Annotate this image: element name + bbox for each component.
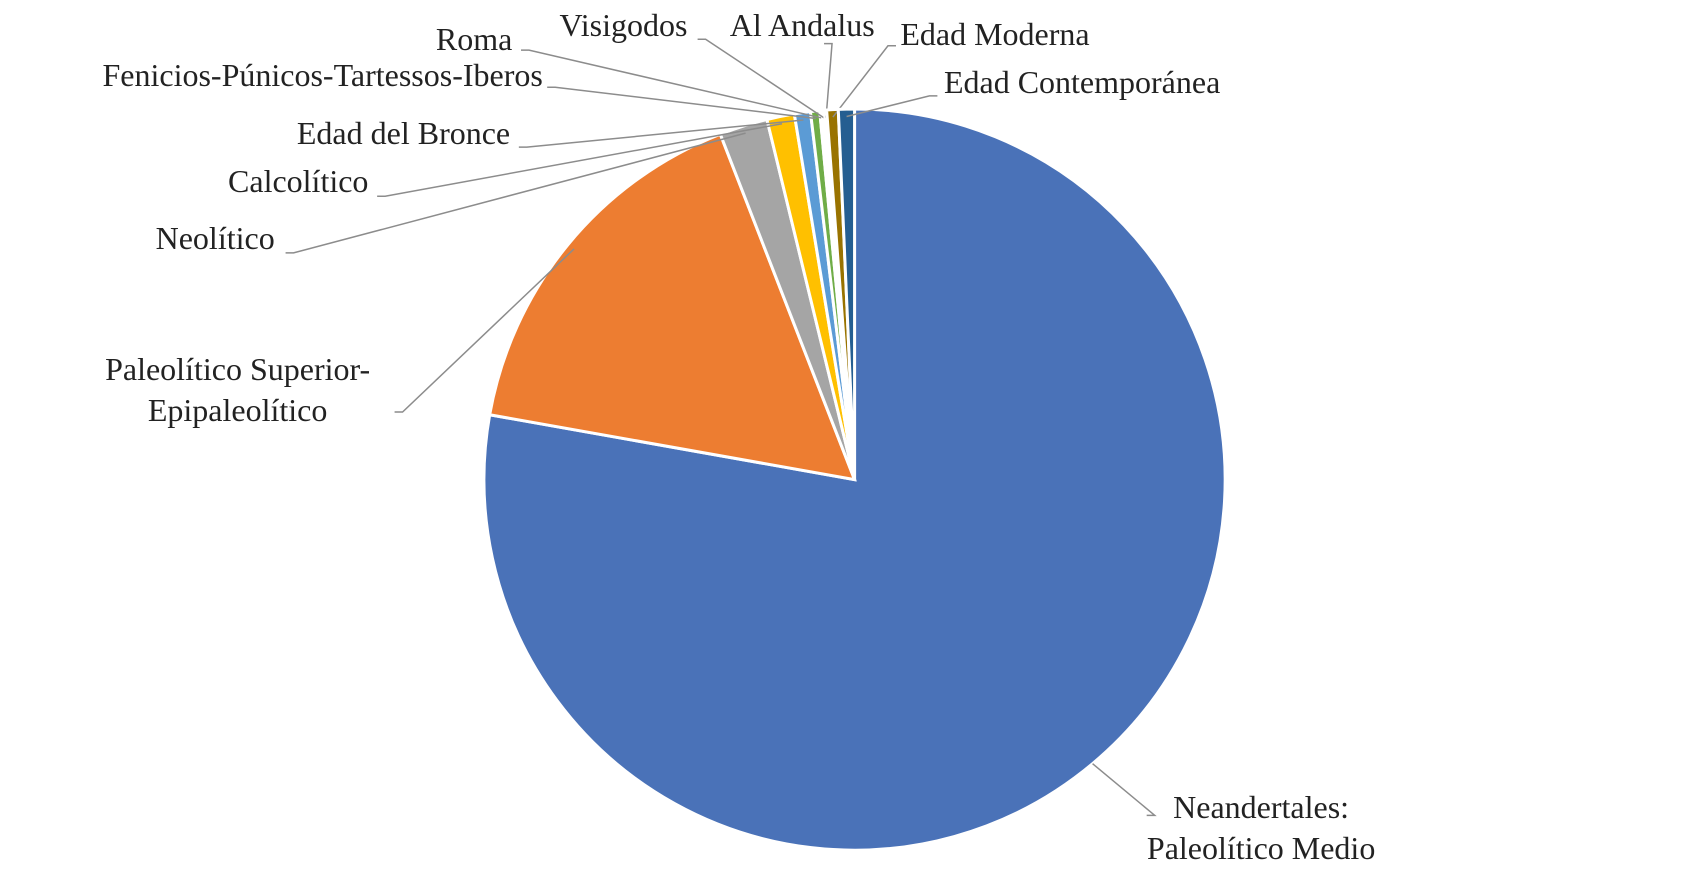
slice-label: Paleolítico Superior-Epipaleolítico bbox=[105, 350, 371, 428]
slice-label: Edad del Bronce bbox=[296, 115, 511, 152]
leader-line bbox=[285, 132, 746, 254]
leader-line bbox=[547, 86, 816, 120]
slice-label: Edad Contemporánea bbox=[943, 64, 1221, 101]
leader-line bbox=[518, 119, 804, 148]
leader-line bbox=[824, 42, 833, 118]
slice-label: Visigodos bbox=[559, 7, 688, 44]
slice-label: Calcolítico bbox=[228, 163, 369, 200]
leader-line bbox=[846, 95, 938, 118]
slice-label: Neolítico bbox=[155, 220, 275, 256]
leader-line bbox=[832, 45, 896, 118]
leader-line bbox=[697, 38, 825, 119]
pie-slice bbox=[482, 107, 1227, 852]
pie-slice bbox=[487, 132, 857, 482]
slice-label: Roma bbox=[435, 20, 513, 57]
slice-label: Fenicios-Púnicos-Tartessos-Iberos bbox=[102, 56, 543, 93]
leader-line bbox=[377, 122, 783, 197]
slice-label: Al Andalus bbox=[729, 7, 875, 44]
leader-line bbox=[1092, 763, 1157, 817]
slice-label: Neandertales: Paleolítico Medio bbox=[1146, 788, 1376, 866]
slice-label: Edad Moderna bbox=[900, 16, 1090, 53]
pie-slice bbox=[836, 107, 857, 480]
leader-line bbox=[521, 49, 822, 119]
leader-line bbox=[394, 248, 575, 413]
